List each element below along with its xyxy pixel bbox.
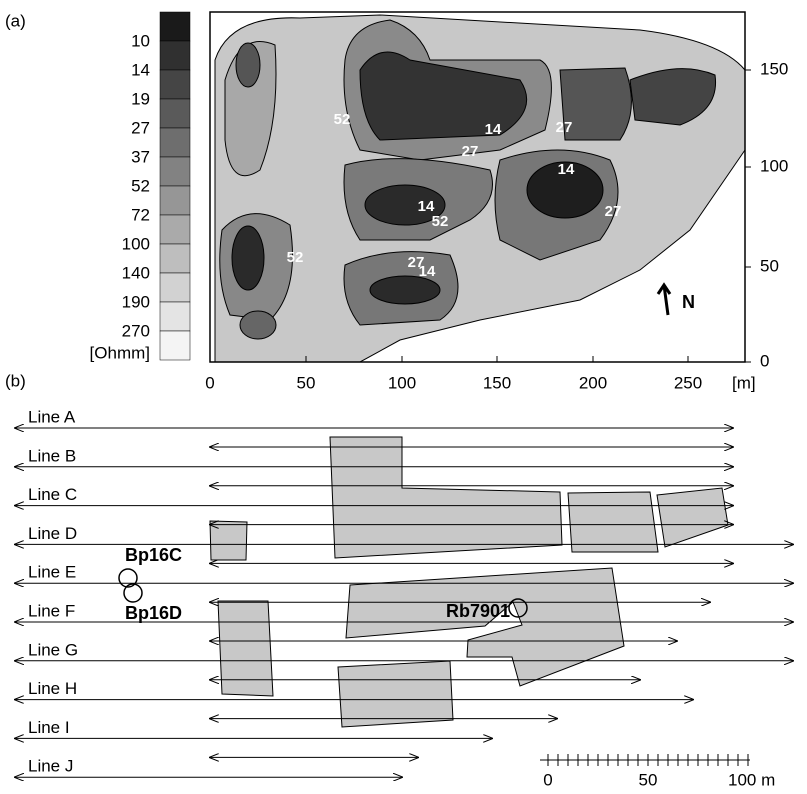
building [656, 487, 729, 548]
colorbar-label: 27 [131, 118, 150, 137]
contour-label: 27 [408, 254, 425, 271]
line-label: Line C [28, 485, 77, 504]
colorbar-segment [159, 185, 191, 216]
line-label: Line J [28, 757, 73, 776]
y-tick-label: 0 [760, 351, 769, 370]
colorbar-segment [159, 243, 191, 274]
colorbar-segment [159, 330, 191, 361]
building [567, 491, 659, 553]
line-label: Line E [28, 563, 76, 582]
building [337, 660, 454, 728]
colorbar-label: 190 [122, 292, 150, 311]
contour-label: 14 [558, 161, 575, 178]
line-label: Line D [28, 524, 77, 543]
panel-label: (b) [5, 371, 26, 390]
x-tick-label: 150 [483, 373, 511, 392]
colorbar-label: 37 [131, 147, 150, 166]
colorbar-segment [159, 40, 191, 71]
x-tick-label: [m] [732, 373, 756, 392]
colorbar-label: 100 [122, 234, 150, 253]
building [345, 567, 625, 687]
y-tick-label: 50 [760, 256, 779, 275]
y-tick-label: 100 [760, 156, 788, 175]
colorbar-label: 19 [131, 89, 150, 108]
scale-label: 0 [543, 770, 552, 789]
line-label: Line F [28, 601, 75, 620]
colorbar-label: 140 [122, 263, 150, 282]
line-label: Line G [28, 640, 78, 659]
building [209, 520, 248, 561]
scale-label: 100 m [728, 770, 775, 789]
borehole [508, 598, 528, 618]
x-tick-label: 50 [297, 373, 316, 392]
x-tick-label: 0 [205, 373, 214, 392]
colorbar-label: 14 [131, 60, 150, 79]
colorbar-label: 270 [122, 321, 150, 340]
colorbar-segment [159, 11, 191, 42]
colorbar-segment [159, 127, 191, 158]
north-label: N [682, 292, 695, 312]
borehole [123, 583, 143, 603]
line-label: Line A [28, 407, 76, 426]
borehole-label: Rb7901 [446, 601, 510, 621]
contour-label: 27 [462, 143, 479, 160]
colorbar-segment [159, 301, 191, 332]
contour-label: 52 [287, 249, 304, 266]
x-tick-label: 250 [674, 373, 702, 392]
line-label: Line H [28, 679, 77, 698]
colorbar-label: 52 [131, 176, 150, 195]
x-tick-label: 200 [579, 373, 607, 392]
contour-label: 14 [485, 121, 502, 138]
colorbar-label: 72 [131, 205, 150, 224]
building [217, 600, 274, 697]
y-tick-label: 150 [760, 59, 788, 78]
contour-label: 27 [556, 119, 573, 136]
colorbar-segment [159, 156, 191, 187]
borehole-label: Bp16D [125, 603, 182, 623]
contour-label: 14 [419, 263, 436, 280]
colorbar-segment [159, 98, 191, 129]
contour-label: 27 [605, 203, 622, 220]
x-tick-label: 100 [388, 373, 416, 392]
colorbar-segment [159, 272, 191, 303]
scale-label: 50 [639, 770, 658, 789]
colorbar-label: [Ohmm] [90, 343, 150, 362]
building [329, 436, 563, 559]
panel-label: (a) [5, 11, 26, 30]
borehole-label: Bp16C [125, 545, 182, 565]
colorbar-segment [159, 214, 191, 245]
contour-label: 52 [334, 111, 351, 128]
contour-label: 52 [432, 213, 449, 230]
borehole [118, 568, 138, 588]
line-label: Line B [28, 446, 76, 465]
contour-label: 14 [418, 198, 435, 215]
colorbar-label: 10 [131, 31, 150, 50]
colorbar-segment [159, 69, 191, 100]
line-label: Line I [28, 718, 70, 737]
